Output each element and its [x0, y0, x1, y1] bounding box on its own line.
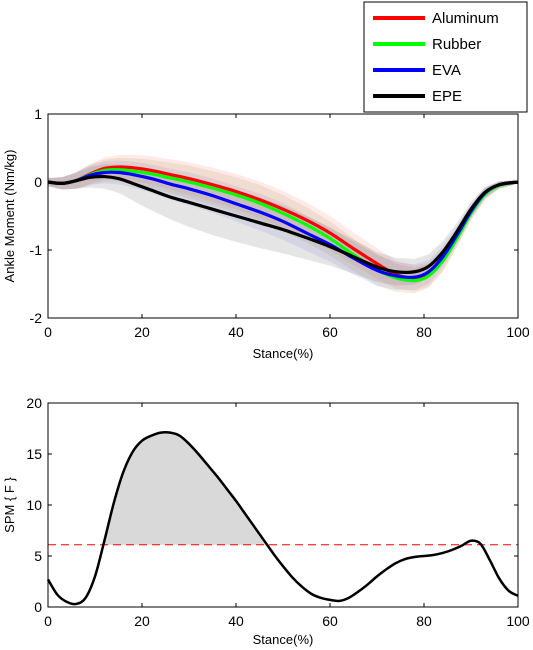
x-tick-label: 60 [322, 613, 338, 629]
x-tick-label: 0 [44, 324, 52, 340]
y-tick-label: 1 [34, 106, 42, 122]
y-axis-ticks: -2 -1 0 1 [30, 106, 518, 326]
y-tick-label: 5 [34, 548, 42, 564]
y-tick-label: -1 [30, 242, 43, 258]
spm-chart: 0 20 40 60 80 100 0 5 10 15 20 Stance(%) SPM { F … [2, 395, 530, 647]
y-tick-label: 20 [26, 395, 42, 411]
x-tick-label: 40 [228, 324, 244, 340]
y-tick-label: -2 [30, 310, 43, 326]
x-tick-label: 80 [416, 324, 432, 340]
legend-label-eva: EVA [432, 62, 461, 79]
std-band-eva [48, 160, 518, 290]
std-band-rubber [48, 157, 518, 294]
significant-region [104, 432, 267, 545]
y-axis-ticks: 0 5 10 15 20 [26, 395, 518, 615]
y-tick-label: 0 [34, 599, 42, 615]
x-tick-label: 80 [416, 613, 432, 629]
series-line-eva [47, 170, 519, 280]
y-tick-label: 10 [26, 497, 42, 513]
x-axis-ticks: 0 20 40 60 80 100 [44, 114, 530, 340]
x-tick-label: 20 [134, 613, 150, 629]
x-axis-label: Stance(%) [253, 346, 314, 361]
std-bands [48, 154, 518, 294]
legend-label-aluminum: Aluminum [432, 10, 499, 27]
spm-curve [46, 430, 519, 606]
legend-label-rubber: Rubber [432, 36, 481, 53]
x-tick-label: 100 [506, 324, 530, 340]
x-tick-label: 40 [228, 613, 244, 629]
x-tick-label: 100 [506, 613, 530, 629]
ankle-moment-chart: 0 20 40 60 80 100 -2 -1 0 1 Stance(%) Ankle Mome… [2, 106, 530, 361]
y-tick-label: 15 [26, 446, 42, 462]
y-axis-label: SPM { F } [2, 477, 17, 533]
x-tick-label: 0 [44, 613, 52, 629]
legend-box [363, 1, 528, 113]
plot-frame [47, 113, 519, 319]
y-axis-label: Ankle Moment (Nm/kg) [2, 150, 17, 283]
legend-label-epe: EPE [432, 88, 462, 105]
series-line-rubber [47, 168, 519, 283]
x-axis-ticks: 0 20 40 60 80 100 [44, 403, 530, 629]
series-line-epe [47, 174, 519, 274]
x-tick-label: 20 [134, 324, 150, 340]
x-axis-label: Stance(%) [253, 632, 314, 647]
legend: Aluminum Rubber EVA EPE [363, 1, 528, 113]
x-tick-label: 60 [322, 324, 338, 340]
y-tick-label: 0 [34, 174, 42, 190]
mean-lines [47, 165, 519, 283]
